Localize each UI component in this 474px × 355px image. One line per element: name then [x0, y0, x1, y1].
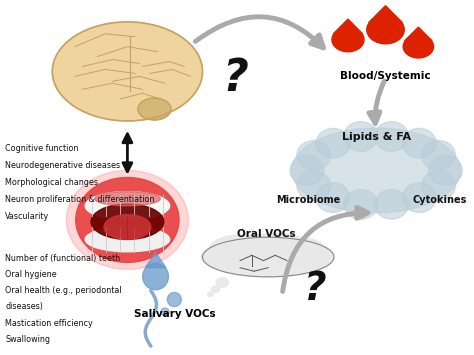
Ellipse shape: [52, 22, 202, 121]
Text: Oral health (e.g., periodontal: Oral health (e.g., periodontal: [5, 286, 122, 295]
Ellipse shape: [91, 204, 164, 239]
Ellipse shape: [85, 227, 170, 252]
Ellipse shape: [316, 129, 350, 158]
Ellipse shape: [94, 192, 160, 206]
Circle shape: [211, 286, 220, 293]
Text: Number of (functional) teeth: Number of (functional) teeth: [5, 253, 120, 263]
Text: Blood/Systemic: Blood/Systemic: [340, 71, 431, 81]
Ellipse shape: [234, 234, 302, 260]
Ellipse shape: [143, 263, 168, 290]
Ellipse shape: [167, 293, 182, 307]
Ellipse shape: [66, 170, 188, 269]
Ellipse shape: [138, 98, 171, 120]
Ellipse shape: [402, 129, 436, 158]
Text: diseases): diseases): [5, 302, 43, 311]
Ellipse shape: [76, 178, 179, 262]
Text: Lipids & FA: Lipids & FA: [342, 132, 410, 142]
Ellipse shape: [344, 122, 378, 151]
Ellipse shape: [428, 155, 462, 185]
Ellipse shape: [253, 233, 305, 256]
Ellipse shape: [284, 247, 330, 269]
Text: ?: ?: [304, 270, 327, 308]
Circle shape: [403, 35, 434, 58]
Text: Neurodegenerative diseases: Neurodegenerative diseases: [5, 161, 120, 170]
Text: Morphological changes: Morphological changes: [5, 178, 99, 187]
Ellipse shape: [201, 246, 251, 268]
Ellipse shape: [202, 237, 334, 277]
Circle shape: [216, 278, 228, 287]
Text: Neuron proliferation & differentiation: Neuron proliferation & differentiation: [5, 195, 155, 204]
Ellipse shape: [161, 308, 169, 316]
Ellipse shape: [297, 171, 331, 200]
Ellipse shape: [316, 183, 350, 213]
Ellipse shape: [422, 171, 456, 200]
Ellipse shape: [374, 190, 409, 219]
Polygon shape: [334, 19, 363, 34]
Text: Cognitive function: Cognitive function: [5, 144, 79, 153]
Ellipse shape: [422, 141, 456, 170]
Text: Mastication efficiency: Mastication efficiency: [5, 318, 93, 328]
Ellipse shape: [344, 190, 378, 219]
Ellipse shape: [85, 192, 170, 220]
Ellipse shape: [374, 122, 409, 151]
Ellipse shape: [292, 128, 461, 213]
Text: Salivary VOCs: Salivary VOCs: [134, 309, 215, 319]
Text: Vascularity: Vascularity: [5, 212, 50, 221]
Polygon shape: [145, 252, 166, 268]
Ellipse shape: [290, 155, 324, 185]
Ellipse shape: [267, 237, 327, 266]
Ellipse shape: [402, 183, 436, 213]
Ellipse shape: [104, 215, 151, 239]
Text: Oral hygiene: Oral hygiene: [5, 270, 57, 279]
Circle shape: [367, 16, 404, 44]
Circle shape: [208, 292, 213, 296]
Ellipse shape: [297, 141, 331, 170]
Polygon shape: [369, 6, 402, 23]
Text: Microbiome: Microbiome: [276, 196, 340, 206]
Text: ?: ?: [222, 57, 248, 100]
Circle shape: [332, 28, 364, 52]
Text: Cytokines: Cytokines: [412, 196, 467, 206]
Text: Oral VOCs: Oral VOCs: [237, 229, 295, 239]
Polygon shape: [405, 27, 432, 41]
Ellipse shape: [209, 235, 275, 266]
Text: Swallowing: Swallowing: [5, 335, 50, 344]
